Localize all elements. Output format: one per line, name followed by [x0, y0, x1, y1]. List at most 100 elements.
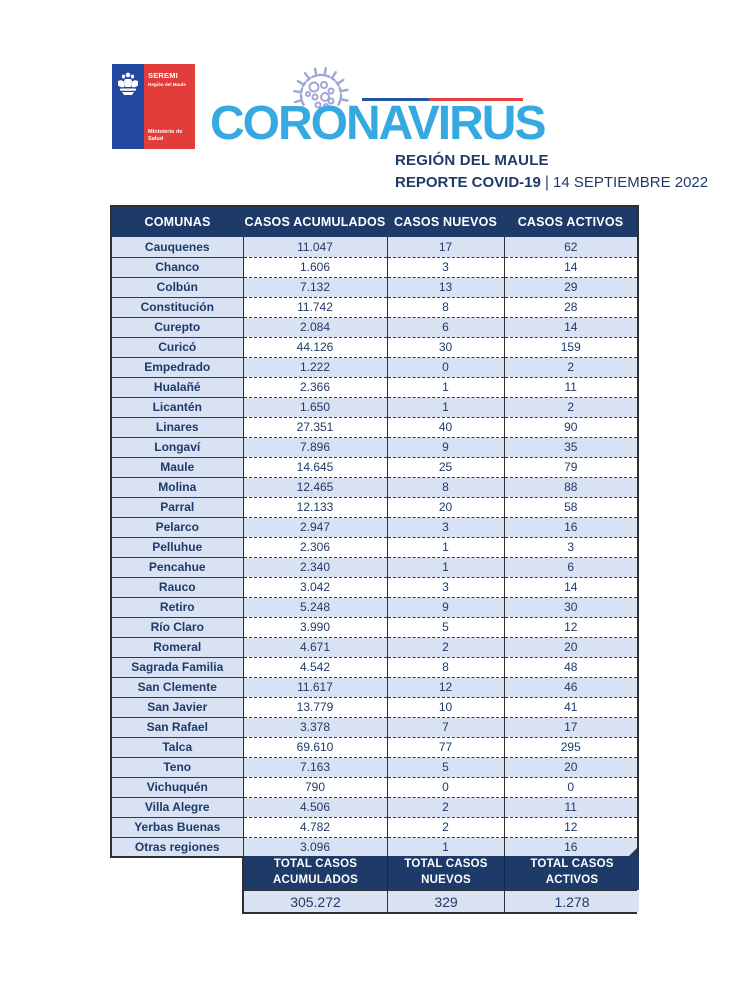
casos-activos-value: 3 [504, 536, 638, 557]
col-header-casos-acumulados: CASOS ACUMULADOS [243, 206, 387, 237]
total-nuevos-label-line2: NUEVOS [421, 874, 471, 886]
casos-activos-value: 20 [504, 756, 638, 777]
casos-activos-value: 90 [504, 416, 638, 437]
casos-activos-value: 35 [504, 436, 638, 457]
total-activos-label-line2: ACTIVOS [545, 874, 599, 886]
casos-nuevos-value: 5 [387, 616, 505, 637]
casos-acumulados-value: 2.306 [243, 536, 388, 557]
logo-region-text: Región del Maule [148, 82, 186, 87]
casos-activos-value: 41 [504, 696, 638, 717]
comuna-name: Pelarco [111, 516, 244, 537]
casos-acumulados-value: 7.163 [243, 756, 388, 777]
comuna-name: Teno [111, 756, 244, 777]
casos-nuevos-value: 20 [387, 496, 505, 517]
flag-line-red [429, 98, 523, 101]
totals-header-row: TOTAL CASOS ACUMULADOS TOTAL CASOS NUEVO… [242, 856, 639, 890]
table-row: San Javier 13.779 10 41 [111, 696, 638, 717]
casos-acumulados-value: 12.133 [243, 496, 388, 517]
covid-cases-table: COMUNAS CASOS ACUMULADOS CASOS NUEVOS CA… [110, 205, 639, 858]
casos-activos-value: 48 [504, 656, 638, 677]
casos-nuevos-value: 1 [387, 396, 505, 417]
comuna-name: Hualañé [111, 376, 244, 397]
table-row: Constitución 11.742 8 28 [111, 296, 638, 317]
casos-nuevos-value: 8 [387, 296, 505, 317]
totals-values-row: 305.272 329 1.278 [242, 890, 639, 914]
casos-nuevos-value: 40 [387, 416, 505, 437]
casos-nuevos-value: 0 [387, 776, 505, 797]
table-row: Cauquenes 11.047 17 62 [111, 237, 638, 257]
casos-acumulados-value: 7.132 [243, 276, 388, 297]
casos-activos-value: 295 [504, 736, 638, 757]
casos-nuevos-value: 3 [387, 576, 505, 597]
total-nuevos-value: 329 [388, 891, 505, 912]
casos-activos-value: 88 [504, 476, 638, 497]
casos-nuevos-value: 0 [387, 356, 505, 377]
comuna-name: Longaví [111, 436, 244, 457]
logo-ministerio-text: Ministerio de Salud [148, 129, 183, 143]
casos-activos-value: 11 [504, 796, 638, 817]
casos-activos-value: 0 [504, 776, 638, 797]
casos-nuevos-value: 1 [387, 556, 505, 577]
table-row: Rauco 3.042 3 14 [111, 576, 638, 597]
table-header-row: COMUNAS CASOS ACUMULADOS CASOS NUEVOS CA… [111, 206, 638, 237]
comuna-name: Pelluhue [111, 536, 244, 557]
casos-nuevos-value: 5 [387, 756, 505, 777]
casos-acumulados-value: 1.650 [243, 396, 388, 417]
casos-activos-value: 12 [504, 816, 638, 837]
table-row: Longaví 7.896 9 35 [111, 436, 638, 457]
casos-activos-value: 46 [504, 676, 638, 697]
col-header-casos-activos: CASOS ACTIVOS [504, 206, 638, 237]
table-row: Parral 12.133 20 58 [111, 496, 638, 517]
comuna-name: Constitución [111, 296, 244, 317]
casos-acumulados-value: 3.990 [243, 616, 388, 637]
table-row: Curepto 2.084 6 14 [111, 316, 638, 337]
casos-nuevos-value: 3 [387, 516, 505, 537]
total-activos-header: TOTAL CASOS ACTIVOS [505, 856, 639, 890]
table-row: Sagrada Familia 4.542 8 48 [111, 656, 638, 677]
casos-nuevos-value: 13 [387, 276, 505, 297]
table-row: Pelarco 2.947 3 16 [111, 516, 638, 537]
table-row: San Clemente 11.617 12 46 [111, 676, 638, 697]
casos-acumulados-value: 44.126 [243, 336, 388, 357]
report-date: 14 SEPTIEMBRE 2022 [553, 174, 709, 191]
casos-nuevos-value: 2 [387, 796, 505, 817]
table-row: Curicó 44.126 30 159 [111, 336, 638, 357]
casos-activos-value: 17 [504, 716, 638, 737]
comuna-name: San Javier [111, 696, 244, 717]
casos-acumulados-value: 4.782 [243, 816, 388, 837]
table-row: Maule 14.645 25 79 [111, 456, 638, 477]
casos-nuevos-value: 1 [387, 836, 505, 857]
casos-acumulados-value: 11.742 [243, 296, 388, 317]
casos-activos-value: 28 [504, 296, 638, 317]
table-row: Teno 7.163 5 20 [111, 756, 638, 777]
comuna-name: Linares [111, 416, 244, 437]
casos-activos-value: 30 [504, 596, 638, 617]
casos-acumulados-value: 4.506 [243, 796, 388, 817]
table-row: Hualañé 2.366 1 11 [111, 376, 638, 397]
casos-nuevos-value: 30 [387, 336, 505, 357]
table-row: Pelluhue 2.306 1 3 [111, 536, 638, 557]
casos-activos-value: 14 [504, 256, 638, 277]
table-row: Chanco 1.606 3 14 [111, 256, 638, 277]
casos-activos-value: 2 [504, 396, 638, 417]
table-row: Otras regiones 3.096 1 16 [111, 836, 638, 857]
comuna-name: Licantén [111, 396, 244, 417]
casos-acumulados-value: 2.340 [243, 556, 388, 577]
total-nuevos-label-line1: TOTAL CASOS [404, 858, 488, 871]
casos-nuevos-value: 2 [387, 816, 505, 837]
casos-acumulados-value: 3.096 [243, 836, 388, 857]
casos-nuevos-value: 9 [387, 596, 505, 617]
casos-activos-value: 20 [504, 636, 638, 657]
col-header-comunas: COMUNAS [111, 206, 243, 237]
casos-nuevos-value: 8 [387, 476, 505, 497]
totals-section: TOTAL CASOS ACUMULADOS TOTAL CASOS NUEVO… [242, 856, 639, 914]
comuna-name: Yerbas Buenas [111, 816, 244, 837]
report-line: REPORTE COVID-19 | 14 SEPTIEMBRE 2022 [395, 174, 708, 192]
comuna-name: Talca [111, 736, 244, 757]
comuna-name: San Clemente [111, 676, 244, 697]
casos-activos-value: 58 [504, 496, 638, 517]
table-row: Río Claro 3.990 5 12 [111, 616, 638, 637]
casos-activos-value: 16 [504, 516, 638, 537]
table-row: Romeral 4.671 2 20 [111, 636, 638, 657]
comuna-name: Villa Alegre [111, 796, 244, 817]
